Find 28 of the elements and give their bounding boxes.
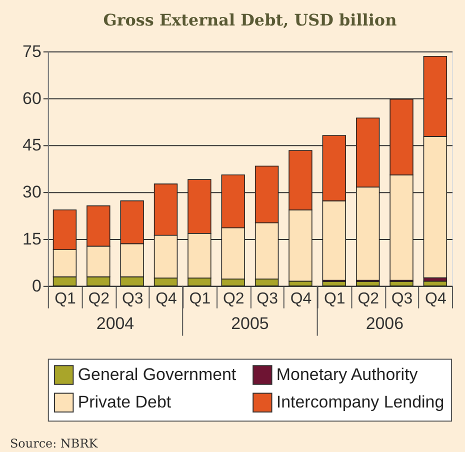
x-tick-label: Q3: [256, 290, 278, 308]
x-tick-label: Q2: [88, 290, 110, 308]
legend-label: Monetary Authority: [276, 364, 418, 384]
legend-label: Private Debt: [78, 392, 172, 412]
x-tick-label: Q1: [324, 290, 346, 308]
text: 2006: [366, 314, 404, 333]
text: 2005: [231, 314, 269, 333]
text: 2004: [96, 314, 134, 333]
y-tick-label: 45: [22, 136, 42, 155]
y-tick-label: 15: [22, 229, 42, 248]
y-tick-label: 0: [32, 276, 42, 296]
x-tick-label: Q1: [54, 290, 76, 308]
bar: [423, 280, 448, 286]
chart-title: Gross External Debt, USD billion: [103, 10, 398, 30]
source-note: Source: NBRK: [10, 436, 99, 451]
x-tick-label: Q4: [290, 290, 312, 308]
x-tick-label: Q2: [222, 290, 244, 308]
legend-label: Intercompany Lending: [276, 392, 444, 412]
legend-label: General Government: [78, 364, 236, 384]
x-tick-label: Q2: [358, 290, 380, 308]
x-tick-label: Q1: [189, 290, 211, 308]
x-tick-label: Q3: [122, 290, 144, 308]
x-tick-label: Q3: [391, 290, 413, 308]
x-tick-label: Q4: [156, 290, 178, 308]
y-tick-label: 30: [22, 182, 42, 202]
y-tick-label: 60: [22, 88, 42, 108]
y-tick-label: 75: [22, 42, 42, 61]
x-tick-label: Q4: [425, 290, 446, 308]
